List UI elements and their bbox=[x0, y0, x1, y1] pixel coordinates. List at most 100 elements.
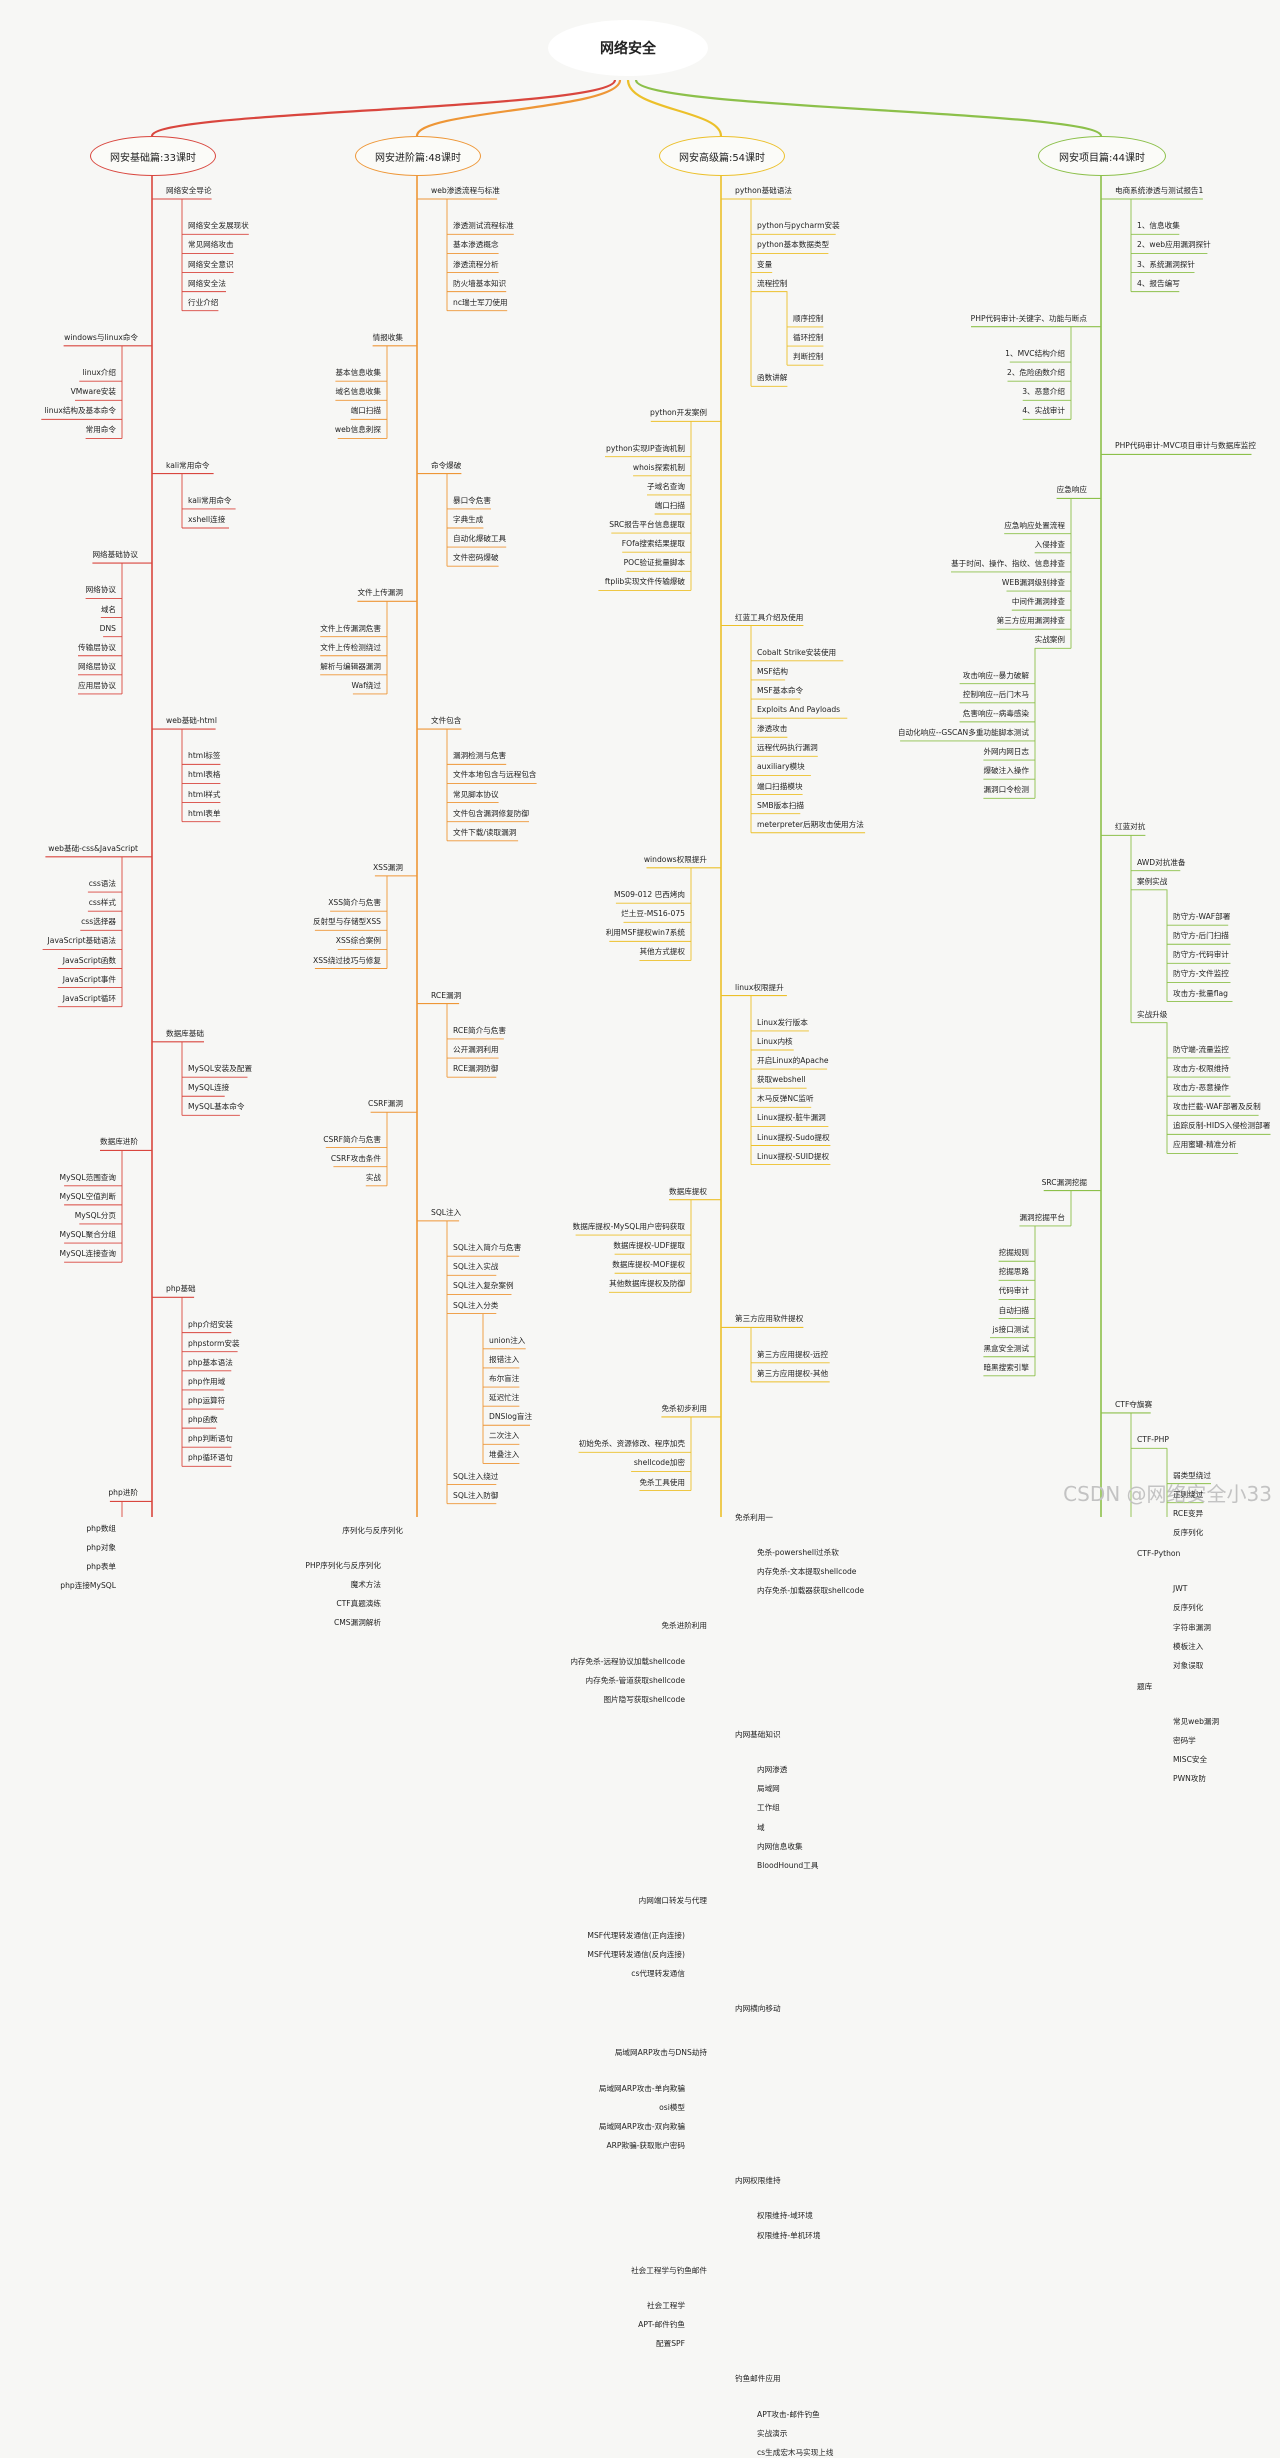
group-node[interactable]: linux权限提升 bbox=[735, 982, 784, 992]
leaf-node[interactable]: 常见脚本协议 bbox=[453, 789, 499, 799]
group-node[interactable]: SRC漏洞挖掘 bbox=[1041, 1177, 1087, 1187]
leaf-node[interactable]: html标签 bbox=[188, 751, 221, 761]
leaf-node[interactable]: MySQL分页 bbox=[74, 1210, 116, 1220]
group-node[interactable]: 命令爆破 bbox=[431, 460, 462, 470]
leaf-node[interactable]: 4、报告编写 bbox=[1137, 278, 1180, 288]
leaf-node[interactable]: 4、实战审计 bbox=[1022, 406, 1065, 416]
leaf-node[interactable]: 2、web应用漏洞探针 bbox=[1137, 240, 1211, 250]
leaf-node[interactable]: Cobalt Strike安装使用 bbox=[757, 647, 837, 657]
group-node[interactable]: PHP代码审计-关键字、功能与断点 bbox=[970, 313, 1087, 323]
leaf-node[interactable]: 漏洞挖掘平台 bbox=[1019, 1212, 1065, 1222]
group-node[interactable]: web基础-html bbox=[166, 716, 217, 726]
group-node[interactable]: 数据库进阶 bbox=[100, 1137, 138, 1147]
leaf-node[interactable]: APT-邮件钓鱼 bbox=[638, 2320, 685, 2330]
leaf-node[interactable]: union注入 bbox=[489, 1335, 526, 1345]
leaf-node[interactable]: 子域名查询 bbox=[647, 481, 685, 491]
leaf-node[interactable]: cs生成宏木马实现上线 bbox=[757, 2447, 834, 2457]
leaf-node[interactable]: 获取webshell bbox=[757, 1075, 806, 1085]
leaf-node[interactable]: 社会工程学 bbox=[647, 2300, 685, 2310]
leaf-node[interactable]: JavaScript循环 bbox=[62, 993, 116, 1003]
leaf-node[interactable]: python基本数据类型 bbox=[757, 240, 830, 250]
group-node[interactable]: RCE漏洞 bbox=[431, 990, 462, 1000]
leaf-node[interactable]: DNS bbox=[99, 623, 116, 633]
leaf-node[interactable]: 端口扫描模块 bbox=[757, 781, 803, 791]
leaf-node[interactable]: 防火墙基本知识 bbox=[453, 278, 507, 288]
leaf-node[interactable]: Linux提权-脏牛漏洞 bbox=[757, 1113, 826, 1123]
leaf-node[interactable]: 反射型与存储型XSS bbox=[313, 917, 381, 927]
group-node[interactable]: 应急响应 bbox=[1056, 485, 1087, 495]
leaf-node[interactable]: 二次注入 bbox=[489, 1431, 520, 1441]
group-node[interactable]: python开发案例 bbox=[650, 408, 707, 418]
leaf-node[interactable]: php数组 bbox=[86, 1523, 116, 1533]
leaf-node[interactable]: php运算符 bbox=[188, 1396, 226, 1405]
leaf-node[interactable]: 常见web漏洞 bbox=[1173, 1717, 1220, 1727]
leaf-node[interactable]: php介绍安装 bbox=[188, 1319, 233, 1329]
leaf-node[interactable]: 防守端-流量监控 bbox=[1173, 1044, 1229, 1054]
leaf-node[interactable]: 域名信息收集 bbox=[335, 387, 381, 397]
group-node[interactable]: 网络安全导论 bbox=[166, 186, 212, 195]
leaf-node[interactable]: 利用MSF提权win7系统 bbox=[605, 928, 685, 938]
leaf-node[interactable]: JavaScript基础语法 bbox=[47, 936, 116, 946]
leaf-node[interactable]: 第三方应用提权-远控 bbox=[757, 1349, 829, 1359]
leaf-node[interactable]: 应用蜜罐-精准分析 bbox=[1173, 1140, 1237, 1150]
group-node[interactable]: SQL注入 bbox=[431, 1207, 462, 1217]
leaf-node[interactable]: 中间件漏洞排查 bbox=[1011, 597, 1065, 607]
leaf-node[interactable]: xshell连接 bbox=[188, 515, 226, 524]
leaf-node[interactable]: 基本渗透概念 bbox=[453, 240, 499, 250]
leaf-node[interactable]: CTF真题演练 bbox=[336, 1599, 381, 1609]
leaf-node[interactable]: SQL注入复杂案例 bbox=[453, 1281, 514, 1291]
leaf-node[interactable]: 密码学 bbox=[1173, 1736, 1196, 1746]
group-node[interactable]: 网络基础协议 bbox=[92, 550, 138, 560]
leaf-node[interactable]: 网络安全意识 bbox=[188, 259, 234, 269]
leaf-node[interactable]: php对象 bbox=[86, 1542, 116, 1552]
leaf-node[interactable]: 题库 bbox=[1137, 1681, 1153, 1691]
leaf-node[interactable]: SMB版本扫描 bbox=[757, 800, 804, 810]
leaf-node[interactable]: shellcode加密 bbox=[633, 1458, 685, 1468]
leaf-node[interactable]: 数据库提权-MySQL用户密码获取 bbox=[572, 1222, 685, 1232]
leaf-node[interactable]: 内存免杀-远程协议加载shellcode bbox=[570, 1656, 685, 1666]
leaf-node[interactable]: 顺序控制 bbox=[793, 313, 824, 323]
section-node-1[interactable]: 网安基础篇:33课时 bbox=[90, 136, 216, 176]
leaf-node[interactable]: 网络协议 bbox=[85, 585, 116, 595]
leaf-node[interactable]: 报错注入 bbox=[489, 1354, 520, 1364]
leaf-node[interactable]: 漏洞检测与危害 bbox=[453, 751, 507, 761]
leaf-node[interactable]: 烂土豆-MS16-075 bbox=[621, 909, 685, 919]
leaf-node[interactable]: 网络安全发展现状 bbox=[188, 221, 249, 231]
leaf-node[interactable]: html样式 bbox=[188, 789, 221, 799]
leaf-node[interactable]: RCE变异 bbox=[1173, 1508, 1204, 1518]
leaf-node[interactable]: 危害响应--病毒感染 bbox=[962, 708, 1029, 718]
leaf-node[interactable]: linux介绍 bbox=[82, 368, 116, 378]
leaf-node[interactable]: 应急响应处置流程 bbox=[1004, 520, 1065, 530]
leaf-node[interactable]: 传输层协议 bbox=[78, 642, 116, 652]
group-node[interactable]: 免杀进阶利用 bbox=[661, 1621, 707, 1631]
leaf-node[interactable]: 文件本地包含与远程包含 bbox=[453, 770, 537, 780]
leaf-node[interactable]: 实战升级 bbox=[1137, 1009, 1168, 1019]
leaf-node[interactable]: XSS简介与危害 bbox=[328, 898, 381, 908]
leaf-node[interactable]: 文件下载/读取漏洞 bbox=[453, 827, 517, 837]
leaf-node[interactable]: 内网信息收集 bbox=[757, 1841, 803, 1851]
leaf-node[interactable]: 渗透流程分析 bbox=[453, 259, 499, 269]
leaf-node[interactable]: CTF-Python bbox=[1137, 1549, 1181, 1558]
leaf-node[interactable]: JavaScript事件 bbox=[62, 974, 116, 984]
leaf-node[interactable]: ARP欺骗-获取账户密码 bbox=[606, 2141, 685, 2151]
leaf-node[interactable]: 行业介绍 bbox=[188, 297, 219, 307]
leaf-node[interactable]: 反序列化 bbox=[1173, 1527, 1204, 1537]
leaf-node[interactable]: 常用命令 bbox=[85, 425, 116, 435]
group-node[interactable]: web基础-css&JavaScript bbox=[48, 843, 138, 853]
leaf-node[interactable]: php函数 bbox=[188, 1415, 218, 1425]
leaf-node[interactable]: meterpreter后期攻击使用方法 bbox=[757, 819, 864, 829]
leaf-node[interactable]: js接口测试 bbox=[992, 1324, 1029, 1334]
leaf-node[interactable]: 内存免杀-加载器获取shellcode bbox=[757, 1586, 865, 1596]
group-node[interactable]: PHP代码审计-MVC项目审计与数据库监控 bbox=[1115, 441, 1256, 451]
leaf-node[interactable]: 免杀-powershell过杀软 bbox=[757, 1547, 839, 1557]
leaf-node[interactable]: Linux提权-SUID提权 bbox=[757, 1151, 830, 1161]
leaf-node[interactable]: 其他数据库提权及防御 bbox=[609, 1279, 685, 1289]
leaf-node[interactable]: 字典生成 bbox=[453, 515, 484, 524]
leaf-node[interactable]: 局域网ARP攻击-双向欺骗 bbox=[598, 2121, 685, 2131]
leaf-node[interactable]: 暴口令危害 bbox=[453, 495, 491, 505]
leaf-node[interactable]: 实战 bbox=[365, 1172, 381, 1182]
leaf-node[interactable]: 渗透测试流程标准 bbox=[453, 221, 514, 231]
leaf-node[interactable]: 远程代码执行漏洞 bbox=[757, 743, 818, 753]
section-node-4[interactable]: 网安项目篇:44课时 bbox=[1038, 136, 1166, 176]
leaf-node[interactable]: CTF-PHP bbox=[1137, 1435, 1169, 1445]
